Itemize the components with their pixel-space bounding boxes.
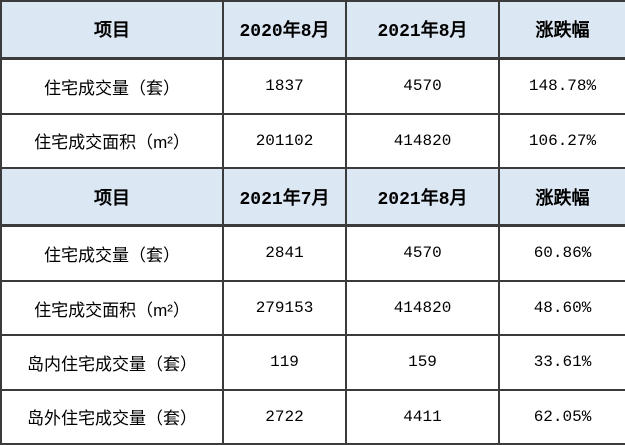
- header-cell-item: 项目: [0, 167, 224, 227]
- table-row: 岛外住宅成交量（套） 2722 4411 62.05%: [0, 388, 625, 445]
- header-cell-item: 项目: [0, 0, 224, 60]
- row-label: 住宅成交面积（m²）: [0, 279, 224, 337]
- table-row: 住宅成交面积（m²） 279153 414820 48.60%: [0, 279, 625, 337]
- change-cell: 60.86%: [498, 224, 625, 282]
- value-cell: 4570: [345, 57, 500, 115]
- change-cell: 62.05%: [498, 388, 625, 445]
- table-header-row-yoy: 项目 2020年8月 2021年8月 涨跌幅: [0, 0, 625, 60]
- row-label: 岛外住宅成交量（套）: [0, 388, 224, 445]
- table-header-row-mom: 项目 2021年7月 2021年8月 涨跌幅: [0, 167, 625, 227]
- change-cell: 148.78%: [498, 57, 625, 115]
- table-row: 住宅成交量（套） 2841 4570 60.86%: [0, 224, 625, 282]
- value-cell: 2722: [222, 388, 347, 445]
- value-cell: 4570: [345, 224, 500, 282]
- table-row: 岛内住宅成交量（套） 119 159 33.61%: [0, 334, 625, 391]
- value-cell: 414820: [345, 112, 500, 170]
- value-cell: 4411: [345, 388, 500, 445]
- table-row: 住宅成交量（套） 1837 4570 148.78%: [0, 57, 625, 115]
- value-cell: 414820: [345, 279, 500, 337]
- table-row: 住宅成交面积（m²） 201102 414820 106.27%: [0, 112, 625, 170]
- value-cell: 279153: [222, 279, 347, 337]
- row-label: 岛内住宅成交量（套）: [0, 334, 224, 391]
- value-cell: 159: [345, 334, 500, 391]
- value-cell: 201102: [222, 112, 347, 170]
- header-cell-period-2: 2021年8月: [345, 0, 500, 60]
- header-cell-change: 涨跌幅: [498, 167, 625, 227]
- value-cell: 1837: [222, 57, 347, 115]
- header-cell-period-2: 2021年8月: [345, 167, 500, 227]
- header-cell-period-1: 2021年7月: [222, 167, 347, 227]
- value-cell: 2841: [222, 224, 347, 282]
- change-cell: 106.27%: [498, 112, 625, 170]
- row-label: 住宅成交量（套）: [0, 57, 224, 115]
- row-label: 住宅成交量（套）: [0, 224, 224, 282]
- change-cell: 48.60%: [498, 279, 625, 337]
- row-label: 住宅成交面积（m²）: [0, 112, 224, 170]
- header-cell-change: 涨跌幅: [498, 0, 625, 60]
- value-cell: 119: [222, 334, 347, 391]
- header-cell-period-1: 2020年8月: [222, 0, 347, 60]
- change-cell: 33.61%: [498, 334, 625, 391]
